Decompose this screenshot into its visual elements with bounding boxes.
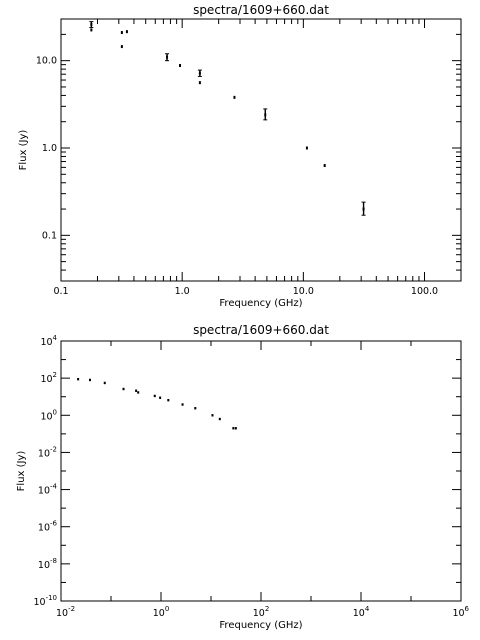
y-axis-label: Flux (Jy): [18, 130, 29, 171]
x-tick-label: 104: [353, 605, 370, 619]
data-point: [153, 394, 156, 398]
data-point: [120, 31, 123, 35]
data-point: [323, 164, 326, 168]
plot-frame: [60, 340, 462, 602]
data-point: [90, 28, 93, 32]
data-point: [234, 427, 237, 430]
data-point: [125, 30, 128, 34]
data-point: [88, 378, 91, 382]
y-axis-label: Flux (Jy): [16, 451, 27, 492]
data-point: [264, 113, 267, 117]
x-tick-label: 10-2: [56, 605, 75, 619]
data-point: [103, 381, 106, 385]
data-point: [232, 427, 235, 430]
y-tick-label: 1.0: [42, 143, 57, 154]
plot-top: spectra/1609+660.dat Frequency (GHz) Flux …: [18, 3, 462, 309]
data-point: [179, 64, 182, 68]
chart-title: spectra/1609+660.dat: [193, 323, 329, 337]
y-tick-label: 10-2: [38, 445, 57, 459]
data-point: [194, 407, 197, 410]
y-tick-label: 100: [40, 408, 57, 422]
y-tick-label: 10.0: [36, 56, 57, 67]
x-tick-label: 100: [153, 605, 170, 619]
x-tick-label: 102: [253, 605, 270, 619]
data-point: [233, 95, 236, 99]
data-point: [120, 45, 123, 49]
y-tick-label: 10-8: [38, 557, 57, 571]
data-point: [362, 207, 365, 211]
y-tick-label: 10-4: [38, 483, 58, 497]
data-point: [159, 396, 162, 399]
data-point: [90, 22, 93, 26]
data-point: [198, 71, 201, 75]
data-point: [122, 387, 125, 391]
plot-frame: [60, 18, 462, 282]
data-point: [77, 377, 80, 381]
y-tick-label: 10-6: [38, 520, 58, 534]
data-point: [135, 389, 138, 392]
y-tick-label: 0.1: [42, 230, 57, 241]
data-point: [181, 403, 184, 406]
data-point: [305, 146, 308, 150]
x-tick-label: 106: [452, 605, 469, 619]
x-tick-label: 1.0: [175, 286, 190, 297]
data-point: [218, 417, 221, 421]
plot-bottom: spectra/1609+660.dat Frequency (GHz) Flux …: [16, 323, 470, 631]
data-point: [166, 55, 169, 59]
chart-title: spectra/1609+660.dat: [193, 3, 329, 17]
x-tick-label: 0.1: [53, 286, 68, 297]
x-tick-label: 100.0: [411, 286, 438, 297]
data-point: [211, 414, 214, 417]
y-tick-label: 102: [40, 371, 57, 385]
y-tick-label: 10-10: [33, 594, 57, 608]
data-point: [198, 81, 201, 85]
y-tick-label: 104: [40, 334, 57, 348]
data-point: [137, 391, 140, 394]
x-axis-label: Frequency (GHz): [219, 620, 302, 631]
x-tick-label: 10.0: [293, 286, 314, 297]
data-point: [167, 398, 170, 402]
x-axis-label: Frequency (GHz): [219, 298, 302, 309]
